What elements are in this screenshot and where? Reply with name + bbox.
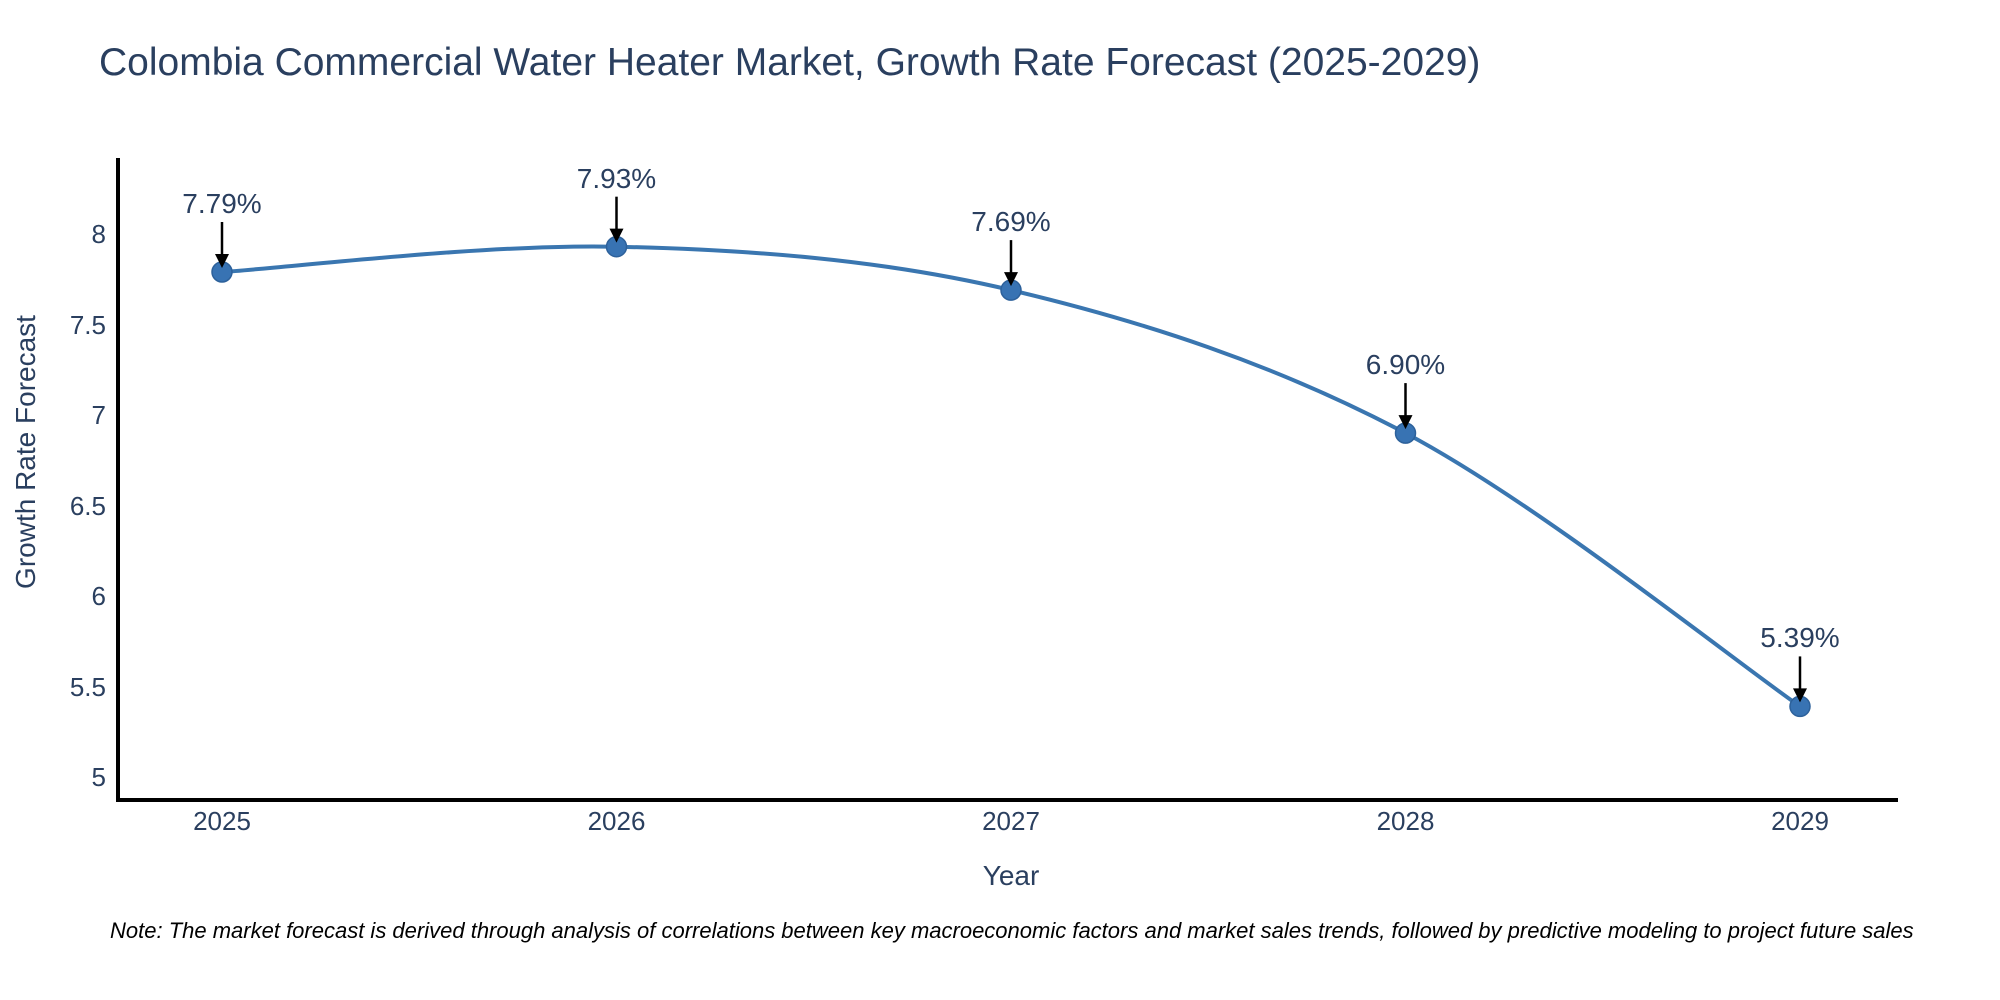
- x-tick-label: 2027: [982, 806, 1040, 836]
- data-point-label: 6.90%: [1365, 349, 1446, 381]
- x-axis-title: Year: [982, 860, 1040, 891]
- footnote: Note: The market forecast is derived thr…: [110, 918, 1914, 943]
- annotation-arrow-head: [215, 254, 229, 269]
- y-tick-label: 7: [91, 400, 106, 430]
- data-point-label: 7.93%: [576, 162, 657, 194]
- annotation-arrow-head: [1793, 688, 1807, 703]
- y-tick-label: 6: [91, 581, 106, 611]
- x-tick-label: 2025: [193, 806, 251, 836]
- x-tick-label: 2026: [587, 806, 646, 836]
- data-point-label: 7.79%: [182, 188, 262, 219]
- data-point-label: 5.39%: [1760, 622, 1840, 654]
- y-tick-label: 8: [91, 219, 106, 249]
- data-point-label: 7.69%: [971, 206, 1051, 238]
- y-tick-label: 5.5: [69, 671, 106, 702]
- series-line: [220, 244, 1802, 709]
- annotation-arrow-head: [609, 228, 624, 243]
- annotation-arrow-head: [1398, 415, 1413, 430]
- x-tick-label: 2029: [1771, 806, 1829, 836]
- y-tick-label: 6.5: [69, 490, 106, 521]
- annotation-arrow-head: [1004, 272, 1018, 287]
- chart-title: Colombia Commercial Water Heater Market,…: [99, 41, 1481, 84]
- x-tick-label: 2028: [1376, 806, 1435, 836]
- y-tick-label: 5: [91, 762, 106, 792]
- y-tick-label: 7.5: [69, 309, 106, 340]
